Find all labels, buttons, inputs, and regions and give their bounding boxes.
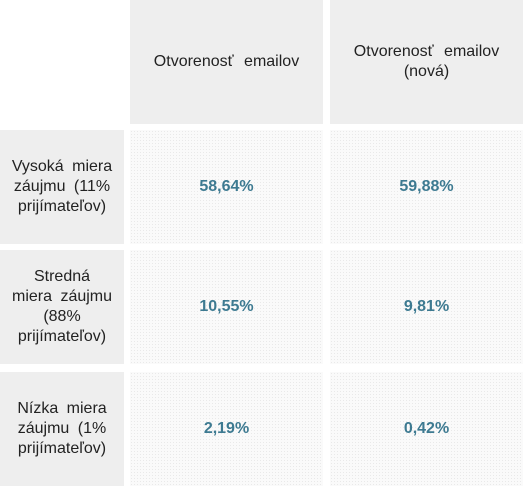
cell-value: 10,55% [199,298,254,315]
row-header-label: Stredná miera záujmu (88% prijímateľov) [11,268,113,345]
corner-cell [0,0,124,124]
column-header-label: Otvorenosť emailov (nová) [353,43,500,80]
column-header-label: Otvorenosť emailov [153,53,300,70]
table-cell: 58,64% [130,130,323,244]
table-cell: 2,19% [130,372,323,486]
cell-value: 2,19% [203,420,250,437]
row-header-label: Vysoká miera záujmu (11% prijímateľov) [11,158,113,215]
table-cell: 9,81% [330,250,523,364]
column-header-open-rate: Otvorenosť emailov [130,0,323,124]
table-cell: 0,42% [330,372,523,486]
cell-value: 58,64% [199,178,254,195]
row-header-medium-interest: Stredná miera záujmu (88% prijímateľov) [0,250,124,364]
cell-value: 59,88% [399,178,454,195]
table-cell: 10,55% [130,250,323,364]
row-header-high-interest: Vysoká miera záujmu (11% prijímateľov) [0,130,124,244]
table-cell: 59,88% [330,130,523,244]
cell-value: 0,42% [403,420,450,437]
cell-value: 9,81% [403,298,450,315]
row-header-low-interest: Nízka miera záujmu (1% prijímateľov) [0,372,124,486]
column-header-open-rate-new: Otvorenosť emailov (nová) [330,0,523,124]
row-header-label: Nízka miera záujmu (1% prijímateľov) [17,400,107,457]
